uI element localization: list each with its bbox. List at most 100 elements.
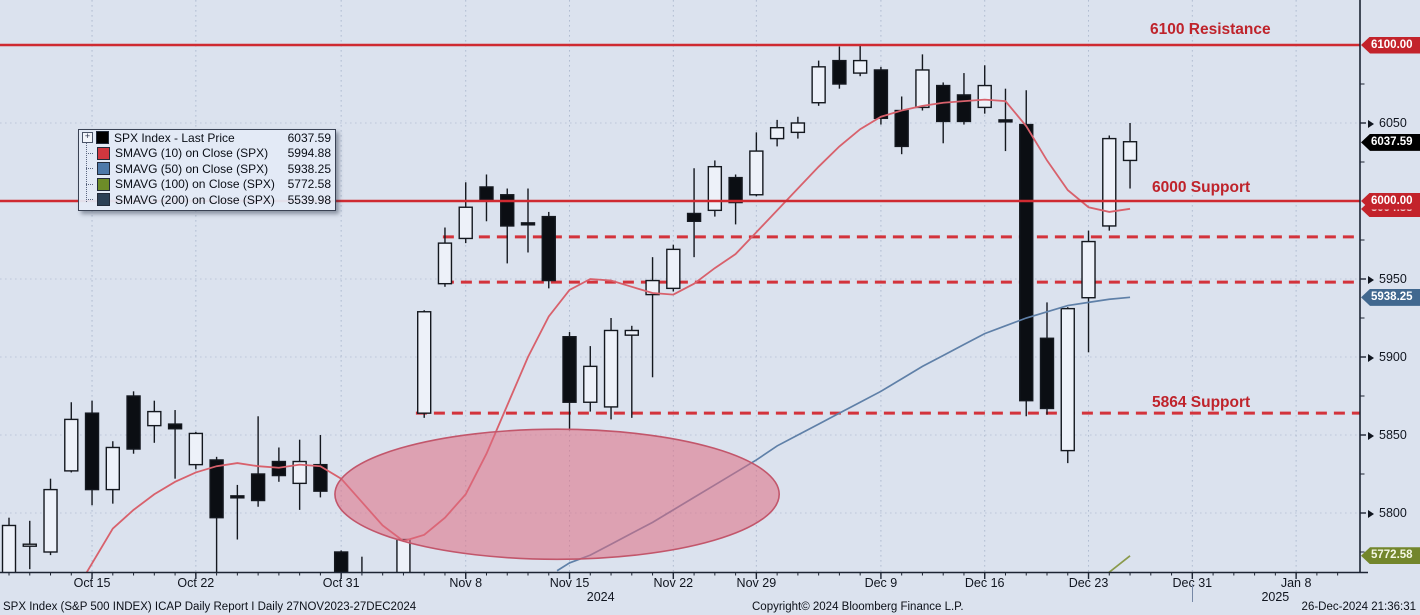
legend-value: 5938.25 (287, 161, 331, 176)
x-axis-label: Oct 15 (73, 576, 111, 590)
chart-title-footer: SPX Index (S&P 500 INDEX) ICAP Daily Rep… (3, 601, 417, 613)
candle-down (873, 69, 889, 120)
legend-label: SMAVG (200) on Close (SPX) (115, 192, 275, 207)
legend-value: 5539.98 (287, 192, 331, 207)
price-axis-tag: 5938.25 (1361, 288, 1420, 306)
y-axis-label: 5800 (1368, 505, 1407, 521)
y-axis-label: 5900 (1368, 349, 1407, 365)
x-axis-label: Oct 22 (177, 576, 215, 590)
legend-swatch-smavg200 (97, 193, 110, 207)
legend-expander-icon[interactable]: + (82, 132, 93, 144)
legend-swatch-smavg10 (97, 146, 110, 160)
x-axis-label: Dec 16 (964, 576, 1005, 590)
legend-swatch-smavg50 (97, 162, 110, 176)
x-axis-label: Dec 31 (1172, 576, 1213, 590)
legend-box: + SPX Index - Last Price 6037.59 SMAVG (… (78, 129, 336, 211)
candle-down (541, 215, 556, 282)
sma10-line (85, 98, 1131, 572)
highlight-ellipse (334, 428, 780, 561)
candle-up (977, 84, 992, 109)
candle-down (1019, 123, 1034, 402)
price-axis-tag: 6037.59 (1361, 133, 1420, 151)
candle-down (998, 119, 1013, 123)
legend-row-smavg200[interactable]: SMAVG (200) on Close (SPX) 5539.98 (79, 192, 335, 208)
legend-row-smavg10[interactable]: SMAVG (10) on Close (SPX) 5994.88 (79, 146, 335, 162)
candle-up (188, 432, 204, 466)
annotation-6000-support: 6000 Support (1152, 179, 1251, 196)
legend-label: SPX Index - Last Price (114, 130, 235, 145)
candle-up (22, 543, 37, 547)
candle-up (64, 418, 79, 472)
candle-up (147, 410, 162, 427)
candle-down (500, 194, 515, 227)
x-axis-label: Nov 29 (736, 576, 777, 590)
candle-up (915, 69, 930, 109)
candle-up (852, 59, 868, 74)
candle-up (749, 150, 764, 196)
sma100-line (1108, 555, 1131, 572)
legend-label: SMAVG (100) on Close (SPX) (115, 177, 275, 192)
candle-down (167, 423, 183, 430)
candle-up (1122, 141, 1138, 162)
y-axis-label: 5850 (1368, 427, 1407, 443)
copyright-text: Copyright© 2024 Bloomberg Finance L.P. (752, 601, 964, 613)
price-axis-tag: 6000.00 (1361, 192, 1420, 210)
candle-up (624, 329, 639, 336)
candle-down (894, 109, 909, 148)
legend-row-smavg100[interactable]: SMAVG (100) on Close (SPX) 5772.58 (79, 177, 335, 193)
legend-tree-guide (86, 142, 87, 202)
candle-up (105, 446, 121, 491)
candle-up (1, 524, 17, 572)
candle-up (666, 248, 681, 290)
year-label: 2025 (1261, 590, 1290, 604)
candle-down (84, 412, 100, 491)
candle-up (1102, 137, 1117, 227)
legend-swatch-smavg100 (97, 177, 110, 191)
legend-swatch-spx (96, 131, 109, 145)
candle-down (209, 459, 224, 519)
candle-down (728, 176, 743, 204)
candle-down (832, 59, 847, 85)
candle-up (811, 66, 826, 104)
x-axis-label: Dec 9 (864, 576, 898, 590)
candle-down (562, 336, 577, 403)
legend-row-smavg50[interactable]: SMAVG (50) on Close (SPX) 5938.25 (79, 161, 335, 177)
x-axis-label: Oct 31 (322, 576, 360, 590)
candle-up (769, 126, 785, 140)
annotation-6100-resistance: 6100 Resistance (1150, 21, 1271, 38)
y-axis-label: 6050 (1368, 115, 1407, 131)
candle-up (43, 488, 58, 553)
candle-down (520, 222, 536, 226)
legend-value: 5772.58 (287, 177, 331, 192)
candle-up (790, 122, 806, 134)
candle-up (458, 206, 473, 240)
candle-down (230, 495, 245, 499)
candle-up (437, 242, 453, 285)
candle-down (126, 395, 141, 450)
x-axis-label: Nov 15 (549, 576, 590, 590)
legend-value: 5994.88 (287, 146, 331, 161)
candle-up (292, 460, 307, 485)
candle-up (1060, 307, 1075, 452)
candle-up (645, 279, 660, 296)
legend-label: SMAVG (50) on Close (SPX) (115, 161, 269, 176)
legend-label: SMAVG (10) on Close (SPX) (115, 146, 269, 161)
x-axis-label: Dec 23 (1068, 576, 1109, 590)
candle-down (479, 186, 494, 201)
candle-up (583, 365, 598, 403)
legend-value: 6037.59 (287, 130, 331, 145)
x-axis-label: Jan 8 (1280, 576, 1312, 590)
legend-row-last-price[interactable]: + SPX Index - Last Price 6037.59 (79, 130, 335, 146)
year-label: 2024 (586, 590, 615, 604)
candle-down (1039, 337, 1055, 410)
timestamp-text: 26-Dec-2024 21:36:31 (1301, 601, 1416, 613)
candle-up (603, 329, 619, 408)
y-axis-label: 5950 (1368, 271, 1407, 287)
price-axis-tag: 5772.58 (1361, 547, 1420, 565)
candle-down (686, 212, 702, 222)
candle-up (1081, 240, 1096, 299)
candle-up (707, 165, 723, 212)
candle-down (250, 473, 266, 502)
